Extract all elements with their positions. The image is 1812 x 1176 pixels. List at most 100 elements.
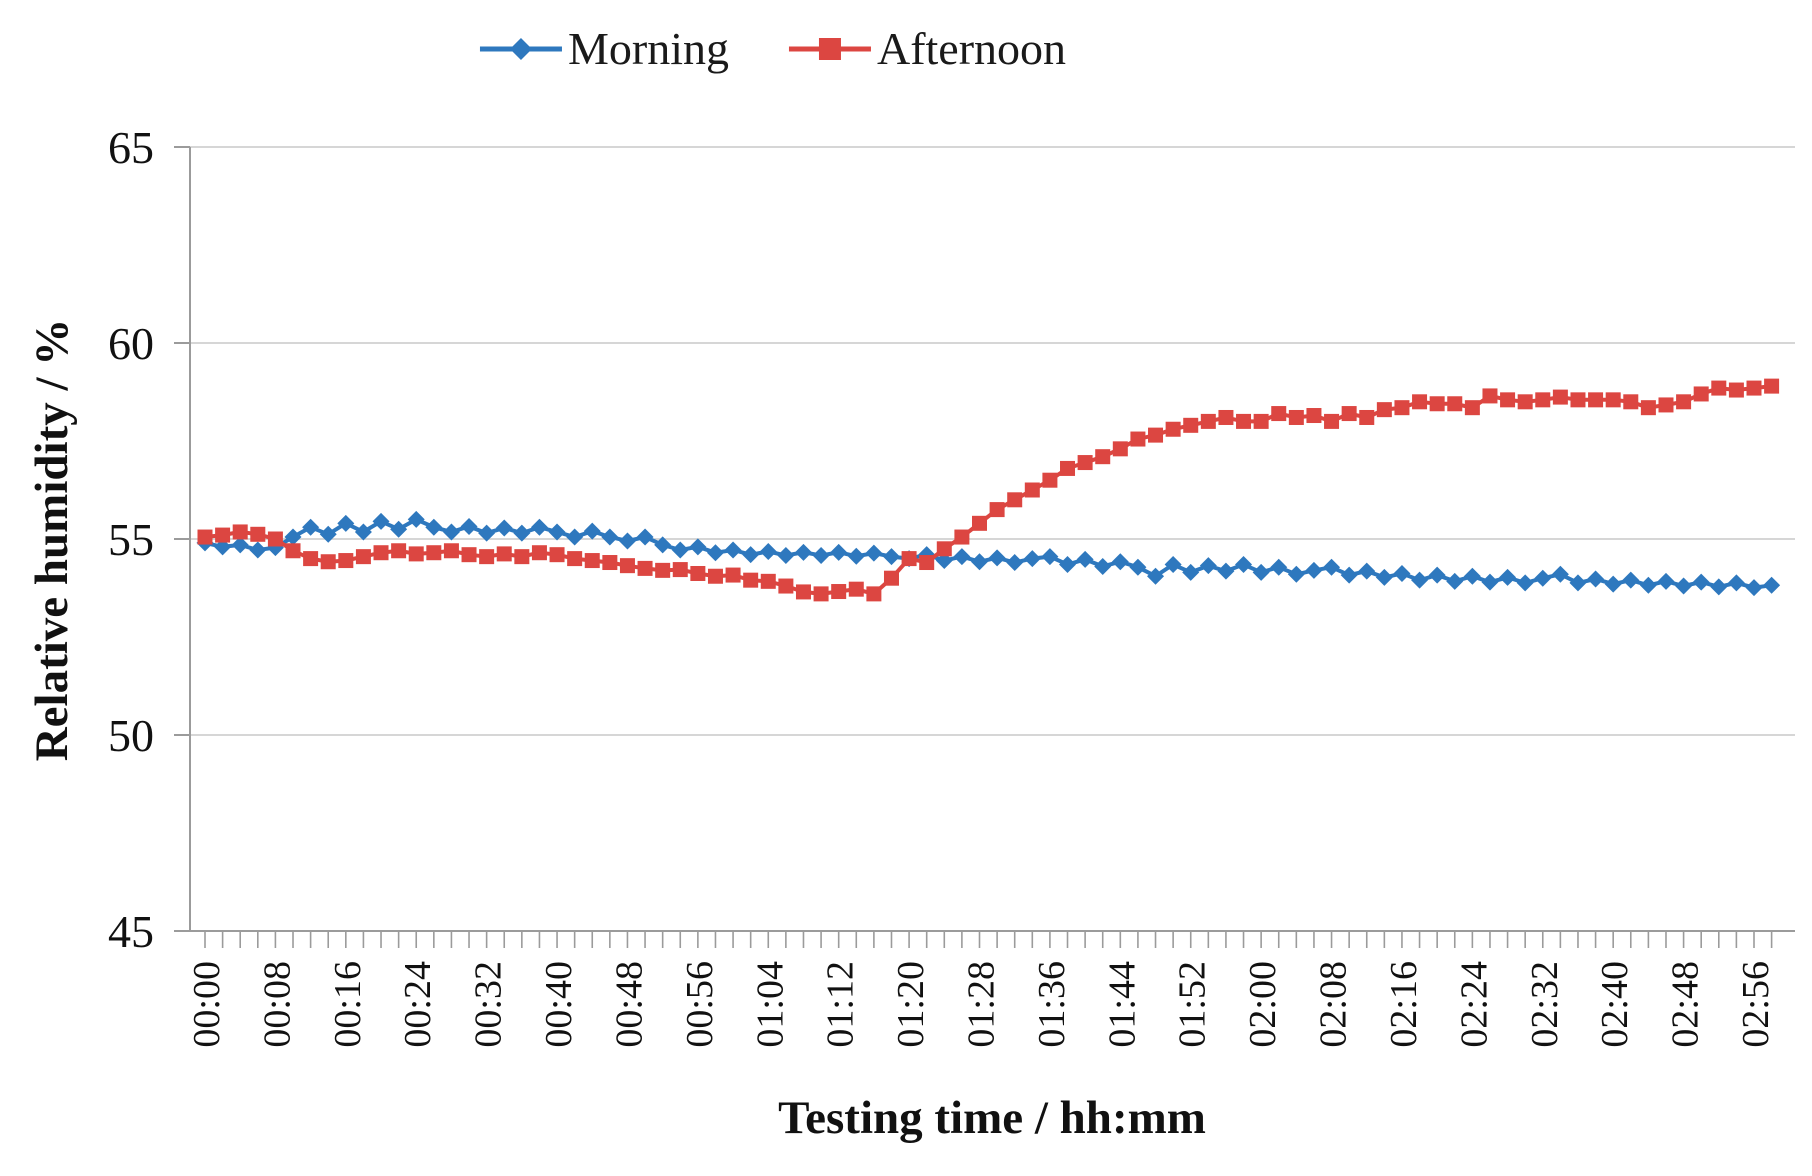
x-tick-label: 00:48 — [608, 961, 650, 1048]
marker-afternoon — [1711, 380, 1727, 396]
marker-morning — [407, 510, 425, 528]
marker-morning — [1763, 576, 1781, 594]
marker-morning — [284, 528, 302, 546]
marker-morning — [354, 523, 372, 541]
marker-morning — [1499, 568, 1517, 586]
marker-morning — [1534, 569, 1552, 587]
marker-morning — [319, 525, 337, 543]
marker-morning — [495, 519, 513, 537]
x-tick-label: 01:36 — [1031, 961, 1073, 1048]
marker-morning — [1727, 574, 1745, 592]
marker-afternoon — [1341, 406, 1357, 422]
marker-afternoon — [531, 545, 547, 561]
marker-morning — [1587, 570, 1605, 588]
marker-morning — [1147, 567, 1165, 585]
marker-afternoon — [1376, 402, 1392, 418]
marker-morning — [249, 541, 267, 559]
marker-afternoon — [1165, 421, 1181, 437]
marker-morning — [1041, 548, 1059, 566]
marker-afternoon — [584, 553, 600, 569]
x-tick-label: 01:28 — [961, 961, 1003, 1048]
x-axis-title: Testing time / hh:mm — [778, 1092, 1206, 1144]
marker-morning — [460, 517, 478, 535]
marker-afternoon — [1288, 409, 1304, 425]
x-tick-label: 00:40 — [538, 961, 580, 1048]
marker-afternoon — [1728, 382, 1744, 398]
marker-morning — [689, 538, 707, 556]
marker-morning — [530, 518, 548, 536]
x-ticks — [204, 931, 1773, 948]
marker-afternoon — [672, 562, 688, 578]
marker-afternoon — [1412, 394, 1428, 410]
marker-afternoon — [197, 529, 213, 545]
marker-afternoon — [1007, 492, 1023, 508]
x-tick-labels: 00:00 00:08 00:16 00:24 00:32 00:40 00:48 00:56… — [186, 961, 1777, 1048]
marker-morning — [1111, 553, 1129, 571]
marker-afternoon — [813, 586, 829, 602]
marker-morning — [513, 524, 531, 542]
y-tick-label: 50 — [108, 710, 154, 761]
marker-morning — [988, 549, 1006, 567]
marker-afternoon — [1429, 396, 1445, 412]
marker-morning — [1411, 571, 1429, 589]
x-tick-label: 01:44 — [1101, 961, 1143, 1048]
marker-morning — [231, 536, 249, 554]
marker-morning — [1622, 571, 1640, 589]
marker-afternoon — [1236, 413, 1252, 429]
marker-afternoon — [1552, 389, 1568, 405]
marker-morning — [1675, 577, 1693, 595]
marker-afternoon — [461, 547, 477, 563]
marker-morning — [1305, 561, 1323, 579]
marker-morning — [1481, 573, 1499, 591]
marker-afternoon — [637, 560, 653, 576]
marker-afternoon — [1218, 409, 1234, 425]
marker-afternoon — [267, 531, 283, 547]
gridlines — [190, 146, 1795, 932]
marker-morning — [759, 543, 777, 561]
marker-afternoon — [972, 515, 987, 531]
x-tick-label: 00:24 — [397, 961, 439, 1048]
marker-afternoon — [373, 545, 389, 561]
marker-afternoon — [1394, 400, 1410, 416]
marker-morning — [548, 523, 566, 541]
marker-morning — [1375, 568, 1393, 586]
marker-morning — [1393, 564, 1411, 582]
marker-afternoon — [285, 543, 301, 559]
marker-afternoon — [1024, 482, 1040, 498]
marker-morning — [636, 528, 654, 546]
marker-afternoon — [1148, 427, 1164, 443]
marker-afternoon — [954, 529, 970, 545]
marker-afternoon — [514, 549, 530, 565]
marker-morning — [1006, 554, 1024, 572]
marker-afternoon — [1640, 400, 1656, 416]
marker-afternoon — [1077, 455, 1093, 471]
marker-morning — [882, 548, 900, 566]
marker-afternoon — [232, 524, 248, 540]
marker-morning — [1023, 550, 1041, 568]
marker-afternoon — [778, 578, 794, 594]
marker-morning — [1604, 575, 1622, 593]
marker-morning — [1710, 578, 1728, 596]
marker-afternoon — [426, 545, 442, 561]
marker-morning — [1164, 555, 1182, 573]
marker-afternoon — [760, 573, 776, 589]
x-tick-label: 02:16 — [1383, 961, 1425, 1048]
marker-afternoon — [848, 581, 864, 597]
marker-morning — [742, 546, 760, 564]
marker-morning — [1235, 555, 1253, 573]
marker-morning — [214, 538, 232, 556]
marker-afternoon — [496, 546, 512, 562]
marker-afternoon — [250, 526, 266, 542]
x-tick-label: 02:00 — [1242, 961, 1284, 1048]
marker-afternoon — [1095, 449, 1111, 465]
legend-item-morning: Morning — [478, 22, 729, 75]
marker-morning — [337, 514, 355, 532]
marker-afternoon — [883, 570, 899, 586]
marker-afternoon — [1517, 394, 1533, 410]
marker-afternoon — [338, 553, 354, 569]
marker-afternoon — [1693, 386, 1709, 402]
marker-afternoon — [1359, 409, 1375, 425]
x-tick-label: 02:48 — [1665, 961, 1707, 1048]
marker-morning — [618, 532, 636, 550]
